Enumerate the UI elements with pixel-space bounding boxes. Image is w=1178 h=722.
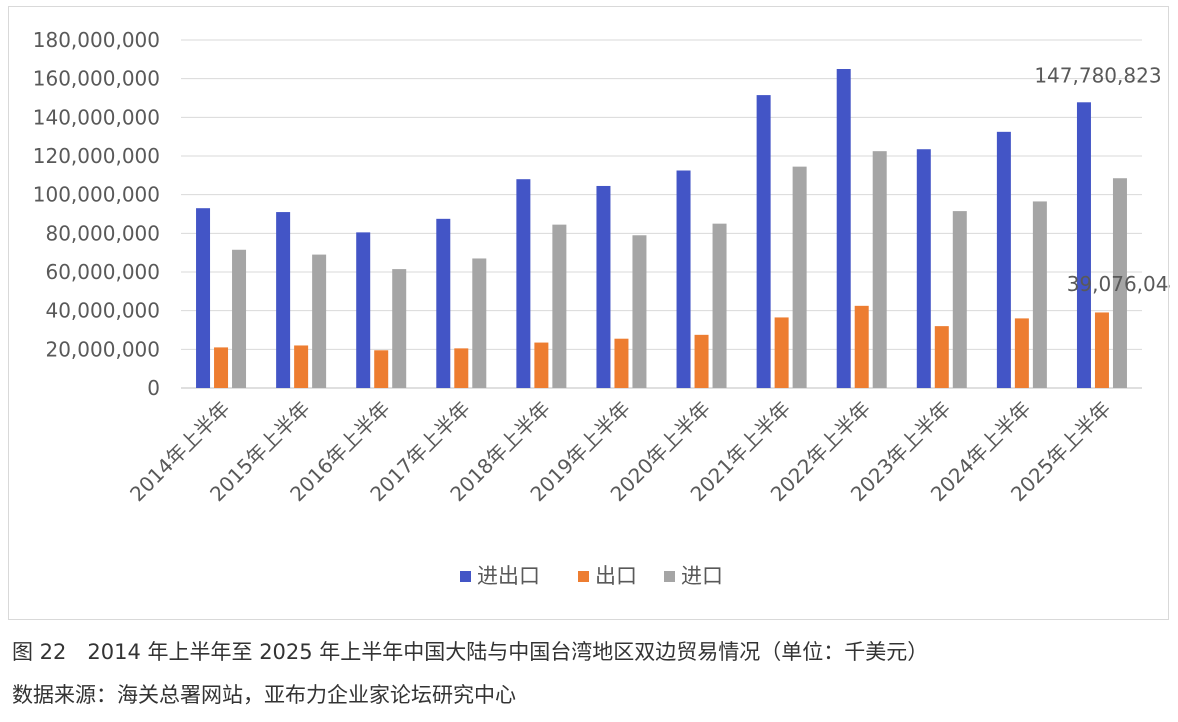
bar-出口-2018年上半年: [534, 342, 549, 388]
data-label-total: 147,780,823: [1034, 63, 1161, 87]
bar-进出口-2016年上半年: [356, 232, 371, 388]
legend-swatch-进口: [664, 571, 675, 582]
y-tick-label: 0: [147, 376, 160, 400]
bar-进出口-2022年上半年: [836, 69, 851, 388]
legend-label: 出口: [595, 564, 637, 588]
y-tick-label: 80,000,000: [45, 221, 160, 245]
bar-出口-2014年上半年: [214, 347, 229, 388]
bar-出口-2020年上半年: [694, 334, 709, 388]
bar-出口-2024年上半年: [1014, 318, 1029, 388]
bar-进口-2014年上半年: [232, 249, 247, 388]
bar-进口-2019年上半年: [632, 235, 647, 388]
bar-出口-2023年上半年: [934, 326, 949, 388]
bar-进出口-2019年上半年: [596, 185, 611, 388]
bar-进出口-2014年上半年: [196, 208, 211, 388]
bar-进口-2020年上半年: [712, 223, 727, 388]
bar-出口-2019年上半年: [614, 338, 629, 388]
y-tick-label: 20,000,000: [45, 337, 160, 361]
bar-进口-2021年上半年: [792, 166, 807, 388]
y-tick-label: 180,000,000: [33, 28, 160, 52]
y-tick-label: 60,000,000: [45, 260, 160, 284]
bar-出口-2015年上半年: [294, 345, 309, 388]
legend-label: 进出口: [477, 564, 540, 588]
bar-进出口-2023年上半年: [916, 149, 931, 388]
bar-出口-2017年上半年: [454, 348, 469, 388]
bar-进出口-2015年上半年: [276, 212, 291, 388]
legend-swatch-出口: [578, 571, 589, 582]
bar-出口-2016年上半年: [374, 350, 389, 388]
bar-进口-2023年上半年: [952, 211, 967, 388]
y-tick-label: 120,000,000: [33, 144, 160, 168]
y-tick-label: 40,000,000: [45, 299, 160, 323]
bar-进出口-2020年上半年: [676, 170, 691, 388]
bar-进口-2024年上半年: [1032, 201, 1047, 388]
bar-出口-2025年上半年: [1094, 312, 1109, 388]
legend-swatch-进出口: [460, 571, 471, 582]
bar-chart: 0 20,000,000 40,000,000 60,000,000 80,000,00…: [33, 28, 1170, 588]
legend-label: 进口: [681, 564, 723, 588]
bar-进出口-2024年上半年: [996, 131, 1011, 388]
bar-出口-2022年上半年: [854, 305, 869, 388]
data-source: 数据来源：海关总署网站，亚布力企业家论坛研究中心: [12, 683, 516, 707]
bar-进口-2022年上半年: [872, 151, 887, 388]
bar-进口-2016年上半年: [392, 269, 407, 388]
y-tick-label: 140,000,000: [33, 105, 160, 129]
bar-进口-2025年上半年: [1112, 178, 1127, 388]
bar-进出口-2017年上半年: [436, 218, 451, 388]
bar-出口-2021年上半年: [774, 317, 789, 388]
bar-进口-2017年上半年: [472, 258, 487, 388]
bar-进口-2018年上半年: [552, 224, 567, 388]
bar-进出口-2018年上半年: [516, 179, 531, 388]
y-tick-label: 100,000,000: [33, 183, 160, 207]
bar-进口-2015年上半年: [312, 254, 327, 388]
figure-caption: 图 22 2014 年上半年至 2025 年上半年中国大陆与中国台湾地区双边贸易…: [12, 640, 929, 664]
chart-frame: 0 20,000,000 40,000,000 60,000,000 80,000,00…: [8, 6, 1170, 620]
data-label-export: 39,076,044: [1067, 272, 1170, 296]
y-tick-label: 160,000,000: [33, 67, 160, 91]
bar-进出口-2025年上半年: [1076, 102, 1091, 388]
bar-进出口-2021年上半年: [756, 95, 771, 388]
